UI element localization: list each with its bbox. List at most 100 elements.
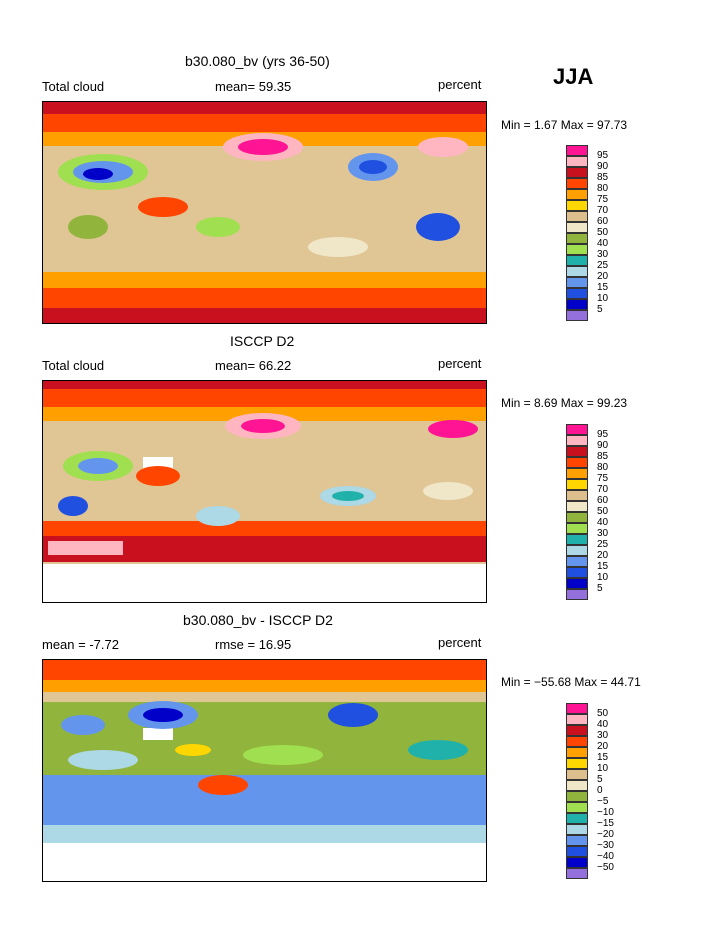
panel-3-title: b30.080_bv - ISCCP D2 (183, 612, 333, 628)
legend-swatch (566, 736, 588, 747)
panel-3-rmse-label: rmse = 16.95 (215, 637, 292, 652)
legend-tick: 20 (597, 741, 609, 752)
legend-swatch (566, 512, 588, 523)
legend-tick: 5 (597, 774, 603, 785)
panel-1-min-max: Min = 1.67 Max = 97.73 (501, 118, 628, 132)
legend-swatch (566, 747, 588, 758)
legend-tick: −15 (597, 818, 614, 829)
panel-2-map (42, 380, 487, 603)
legend-tick: 50 (597, 227, 609, 238)
legend-tick: 60 (597, 216, 609, 227)
legend-tick: 40 (597, 238, 609, 249)
legend-swatch (566, 846, 588, 857)
legend-swatch (566, 178, 588, 189)
legend-tick: −50 (597, 862, 614, 873)
legend-swatch (566, 780, 588, 791)
panel-3-map (42, 659, 487, 882)
legend-tick: 25 (597, 539, 609, 550)
legend-tick: 15 (597, 752, 609, 763)
legend-tick: 0 (597, 785, 603, 796)
legend-tick: 30 (597, 249, 609, 260)
legend-tick: 90 (597, 161, 609, 172)
legend-swatch (566, 824, 588, 835)
legend-swatch (566, 857, 588, 868)
legend-swatch (566, 266, 588, 277)
legend-swatch (566, 277, 588, 288)
legend-tick: 50 (597, 506, 609, 517)
panel-3-units-label: percent (438, 635, 482, 650)
legend-tick: 20 (597, 550, 609, 561)
panel-2-variable-label: Total cloud (42, 358, 105, 373)
legend-swatch (566, 813, 588, 824)
legend-tick: 95 (597, 150, 609, 161)
legend-tick: 80 (597, 183, 609, 194)
legend-swatch (566, 523, 588, 534)
legend-swatch (566, 145, 588, 156)
legend-tick: −30 (597, 840, 614, 851)
legend-tick: 15 (597, 561, 609, 572)
legend-swatch (566, 769, 588, 780)
legend-tick: 5 (597, 304, 603, 315)
legend-swatch (566, 457, 588, 468)
panel-3-mean-label: mean = -7.72 (42, 637, 119, 652)
legend-swatch (566, 299, 588, 310)
legend-tick: −10 (597, 807, 614, 818)
panel-2-mean-label: mean= 66.22 (215, 358, 292, 373)
panel-1-map (42, 101, 487, 324)
legend-swatch (566, 233, 588, 244)
legend-swatch (566, 725, 588, 736)
legend-swatch (566, 468, 588, 479)
legend-swatch (566, 589, 588, 600)
legend-swatch (566, 791, 588, 802)
legend-swatch (566, 534, 588, 545)
legend-swatch (566, 446, 588, 457)
legend-swatch (566, 556, 588, 567)
legend-swatch (566, 802, 588, 813)
legend-swatch (566, 156, 588, 167)
legend-swatch (566, 255, 588, 266)
legend-tick: 10 (597, 572, 609, 583)
legend-tick: 30 (597, 730, 609, 741)
panel-2-units-label: percent (438, 356, 482, 371)
panel-1-units-label: percent (438, 77, 482, 92)
legend-tick: 40 (597, 517, 609, 528)
panel-1-variable-label: Total cloud (42, 79, 105, 94)
legend-swatch (566, 714, 588, 725)
legend-swatch (566, 167, 588, 178)
legend-tick: 15 (597, 282, 609, 293)
legend-tick: 10 (597, 293, 609, 304)
legend-tick: 80 (597, 462, 609, 473)
legend-swatch (566, 479, 588, 490)
legend-swatch (566, 758, 588, 769)
legend-tick: 85 (597, 451, 609, 462)
legend-swatch (566, 424, 588, 435)
panel-2-min-max: Min = 8.69 Max = 99.23 (501, 396, 628, 410)
legend-swatch (566, 288, 588, 299)
legend-swatch (566, 578, 588, 589)
legend-tick: 75 (597, 194, 609, 205)
legend-tick: 70 (597, 484, 609, 495)
legend-swatch (566, 501, 588, 512)
legend-tick: 50 (597, 708, 609, 719)
season-label: JJA (553, 64, 594, 89)
legend-swatch (566, 244, 588, 255)
legend-tick: 85 (597, 172, 609, 183)
panel-1-mean-label: mean= 59.35 (215, 79, 292, 94)
legend-swatch (566, 567, 588, 578)
legend-tick: 60 (597, 495, 609, 506)
legend-swatch (566, 189, 588, 200)
legend-swatch (566, 703, 588, 714)
legend-tick: 95 (597, 429, 609, 440)
legend-swatch (566, 435, 588, 446)
panel-3-min-max: Min = −55.68 Max = 44.71 (501, 675, 641, 689)
legend-tick: 5 (597, 583, 603, 594)
legend-tick: 30 (597, 528, 609, 539)
legend-swatch (566, 868, 588, 879)
legend-swatch (566, 200, 588, 211)
legend-swatch (566, 490, 588, 501)
legend-tick: −40 (597, 851, 614, 862)
legend-tick: −20 (597, 829, 614, 840)
legend-tick: 40 (597, 719, 609, 730)
legend-swatch (566, 835, 588, 846)
panel-1-title: b30.080_bv (yrs 36-50) (185, 53, 330, 69)
